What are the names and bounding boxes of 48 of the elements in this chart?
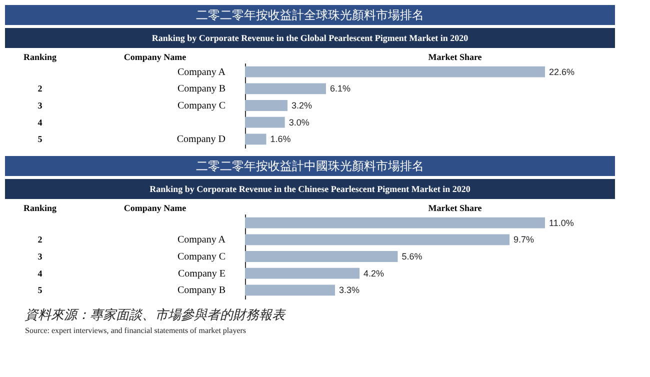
y-tick-label: Company D (176, 134, 226, 146)
text: 5 (38, 134, 43, 144)
y-tick-label: Company A (177, 234, 226, 246)
y-tick-label: Company B (177, 285, 226, 296)
bar (245, 234, 510, 246)
bar (245, 100, 288, 111)
source-note: Source: expert interviews, and financial statements of market players (25, 326, 246, 335)
data-label: 3.3% (339, 285, 360, 296)
bar (245, 284, 335, 296)
bar (245, 66, 545, 78)
bar (245, 83, 326, 94)
chart-subtitle: Ranking by Corporate Revenue in the Chinese Pearlescent Pigment Market in 2020 (150, 184, 471, 194)
text: Ranking (23, 203, 57, 213)
bar (245, 251, 398, 262)
y-tick-label: Company A (177, 66, 226, 78)
text: Market Share (428, 52, 482, 62)
data-label: 6.1% (330, 84, 350, 94)
source-note: 資料來源：專家面談、市場參與者的財務報表 (25, 307, 286, 322)
data-label: 5.6% (402, 252, 422, 262)
bar (245, 134, 266, 145)
data-label: 4.2% (364, 268, 384, 278)
data-label: 1.6% (270, 134, 291, 144)
bar (245, 116, 285, 128)
chart-title: 二零二零年按收益計全球珠光顏料市場排名 (196, 8, 424, 22)
data-label: 11.0% (549, 218, 574, 228)
text: 4 (38, 117, 43, 128)
bar (245, 268, 360, 279)
y-tick-label: Company B (177, 84, 226, 95)
text: 3 (38, 252, 43, 262)
data-label: 9.7% (514, 234, 534, 245)
text: Company Name (124, 203, 186, 213)
data-label: 3.0% (288, 117, 310, 128)
y-tick-label: Company C (177, 100, 226, 112)
text: 2 (38, 234, 43, 245)
text: 3 (38, 100, 43, 110)
chart-subtitle: Ranking by Corporate Revenue in the Global Pearlescent Pigment Market in 2020 (152, 33, 469, 43)
text: 5 (38, 285, 43, 296)
chart-title: 二零二零年按收益計中國珠光顏料市場排名 (196, 159, 424, 173)
text: Ranking (23, 52, 57, 62)
data-label: 22.6% (549, 66, 575, 77)
text: 2 (38, 84, 43, 94)
text: 4 (38, 268, 43, 278)
y-tick-label: Company C (177, 252, 226, 262)
text: Company Name (124, 52, 186, 62)
bar (245, 217, 545, 228)
y-tick-label: Company E (178, 268, 226, 280)
data-label: 3.2% (291, 100, 312, 110)
text: Market Share (428, 203, 482, 213)
